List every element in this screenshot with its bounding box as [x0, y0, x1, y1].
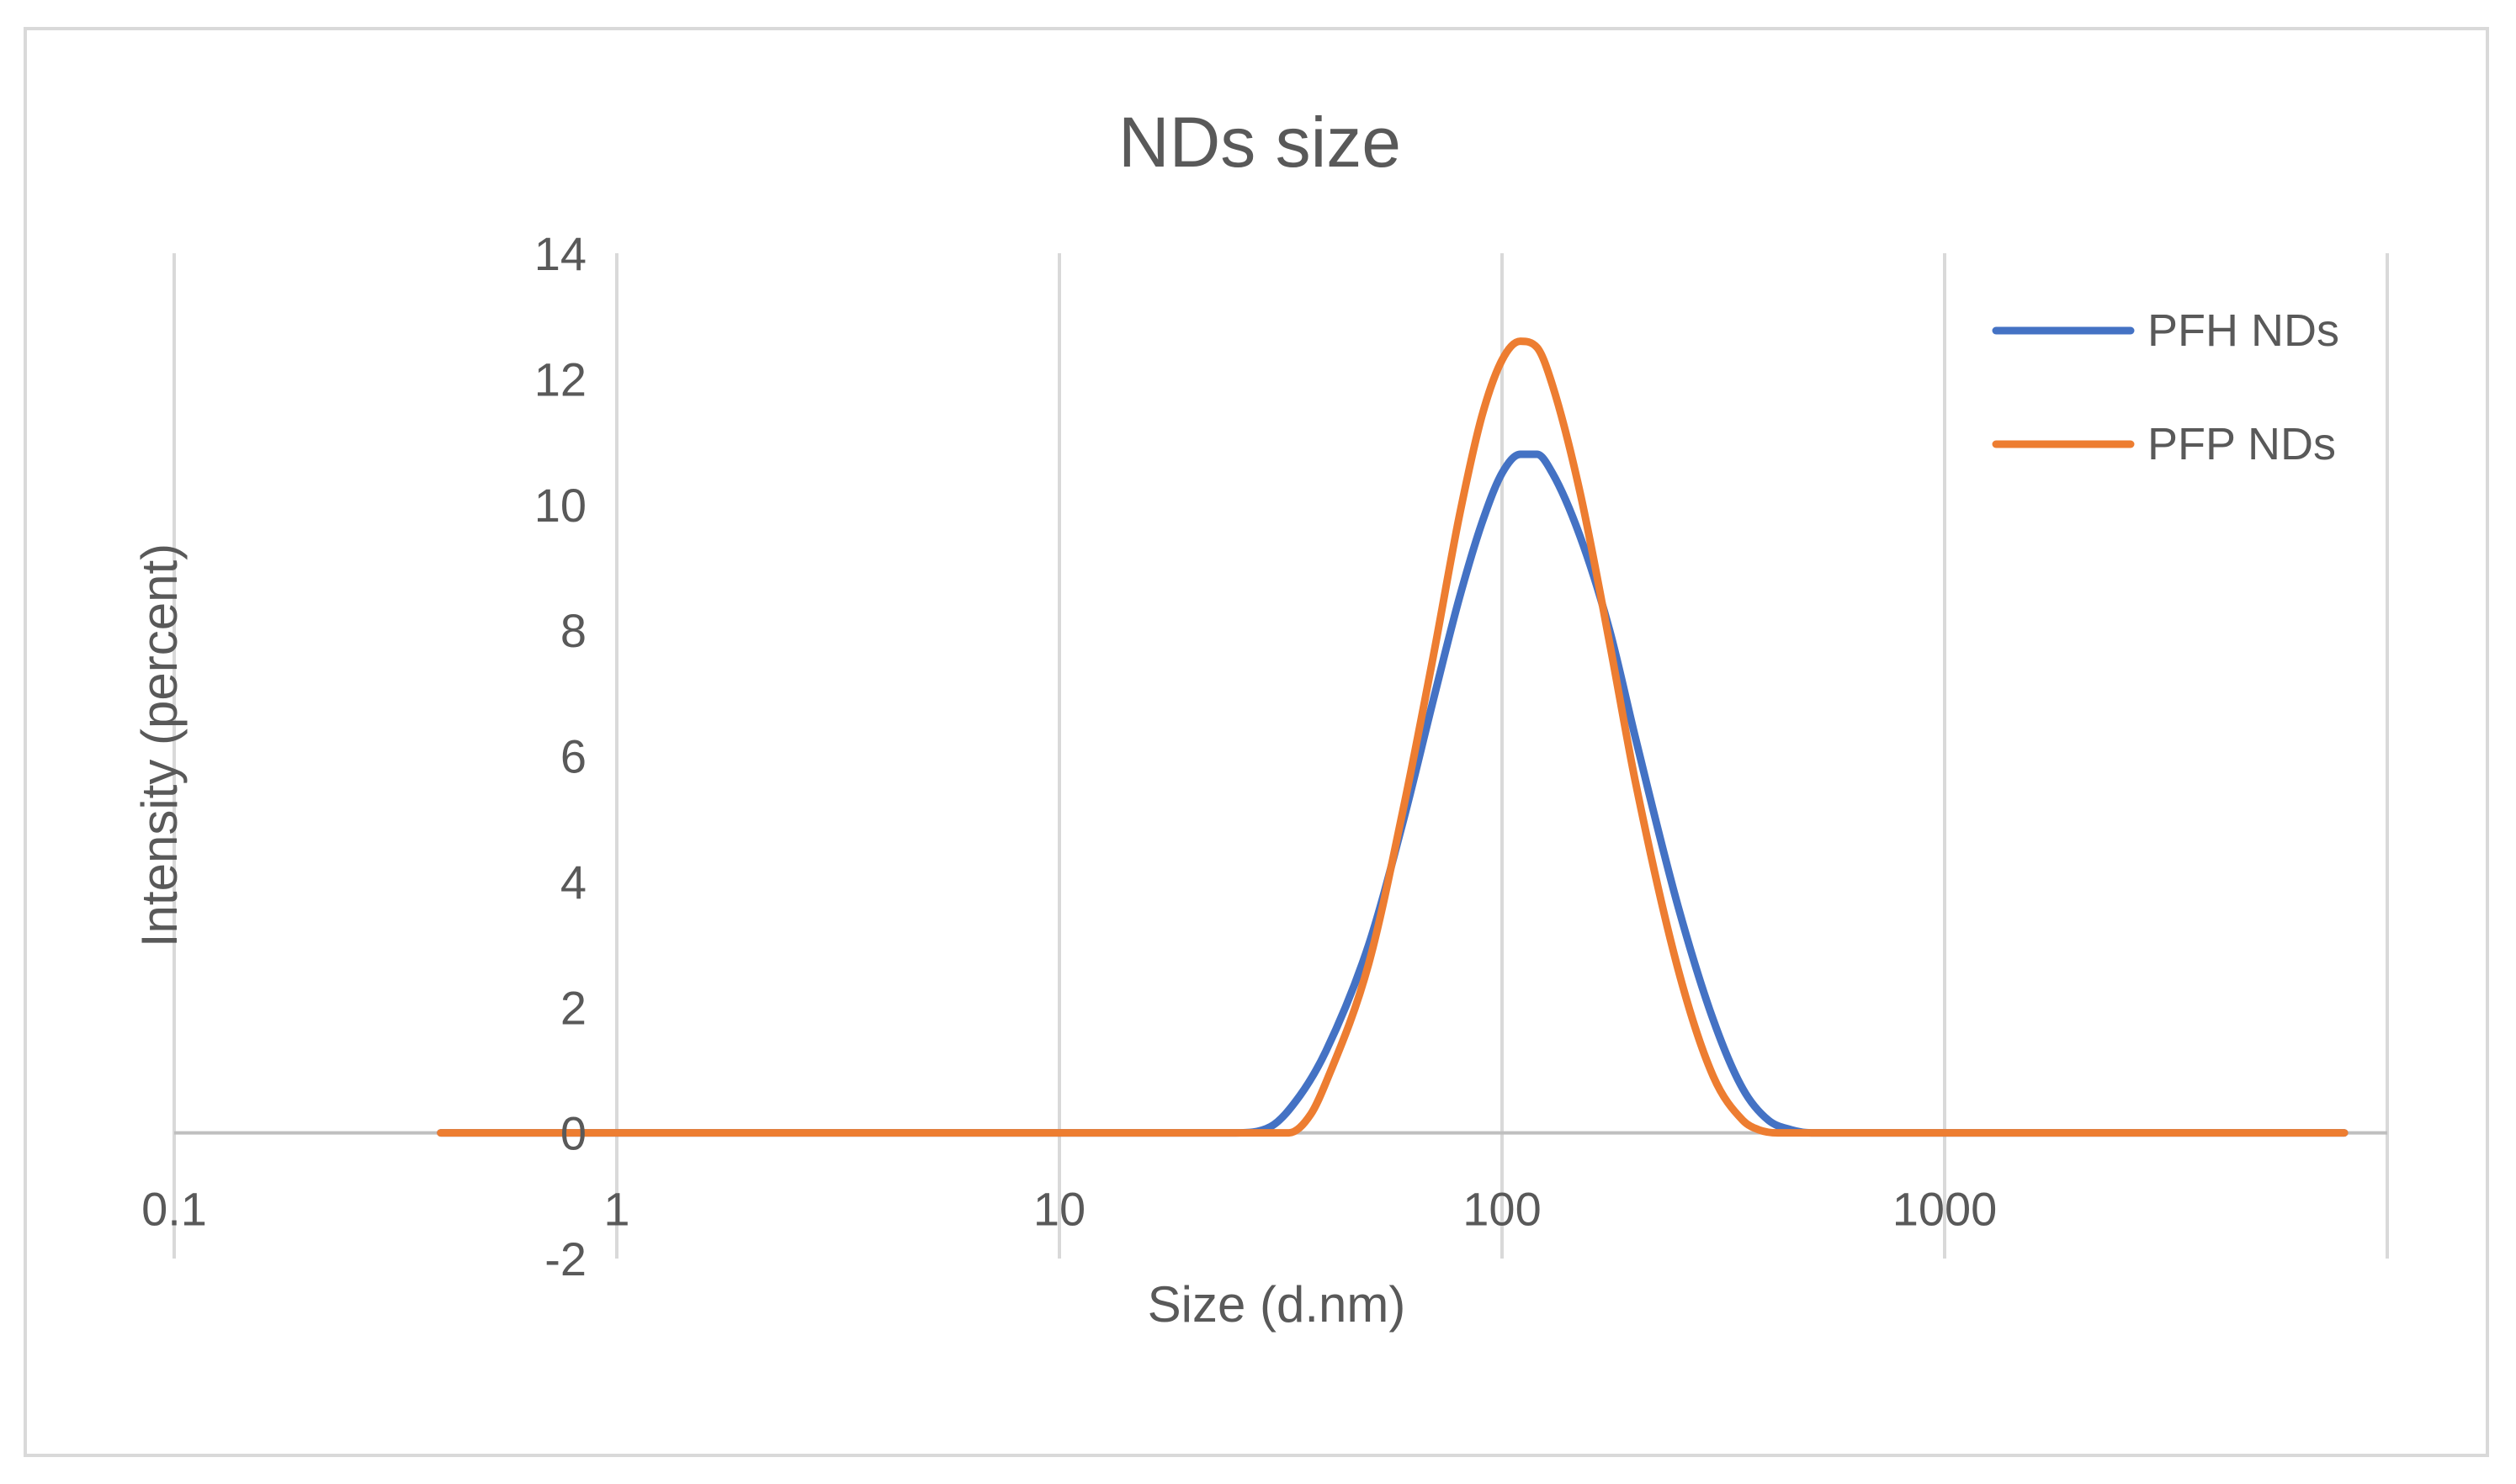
grid-layer: [173, 253, 2389, 1259]
y-tick-labels: -2 0 2 4 6 8 10 12 14: [534, 227, 587, 1285]
y-tick-label: 14: [534, 227, 587, 280]
y-tick-label: 0: [560, 1107, 587, 1160]
legend-label-pfp-nds: PFP NDs: [2147, 419, 2336, 469]
x-tick-label: 10: [1033, 1183, 1085, 1236]
chart-title: NDs size: [1118, 103, 1401, 182]
y-tick-label: 8: [560, 604, 587, 657]
y-tick-label: 2: [560, 981, 587, 1034]
chart-svg: NDs size -2 0 2 4 6 8 10 12 14 0.1 1 10 100 1000 Siz…: [131, 103, 2389, 1333]
x-tick-label: 1000: [1892, 1183, 1998, 1236]
x-axis-title: Size (d.nm): [1148, 1276, 1406, 1333]
legend: PFH NDs PFP NDs: [1992, 305, 2339, 469]
x-tick-label: 100: [1462, 1183, 1541, 1236]
y-tick-label: 12: [534, 352, 587, 405]
x-tick-labels: 0.1 1 10 100 1000: [141, 1183, 1997, 1236]
y-tick-label: 4: [560, 856, 587, 909]
legend-label-pfh-nds: PFH NDs: [2147, 305, 2339, 356]
series-line-pfp-nds: [437, 337, 2349, 1137]
y-tick-label: -2: [544, 1232, 587, 1285]
chart-frame: NDs size -2 0 2 4 6 8 10 12 14 0.1 1 10 100 1000 Siz…: [24, 27, 2489, 1457]
x-tick-label: 0.1: [141, 1183, 207, 1236]
y-axis-title: Intensity (percent): [131, 543, 188, 947]
x-tick-label: 1: [603, 1183, 629, 1236]
y-tick-label: 6: [560, 730, 587, 783]
series-line-pfh-nds: [437, 450, 2349, 1137]
y-tick-label: 10: [534, 479, 587, 532]
series-layer: [437, 337, 2349, 1137]
